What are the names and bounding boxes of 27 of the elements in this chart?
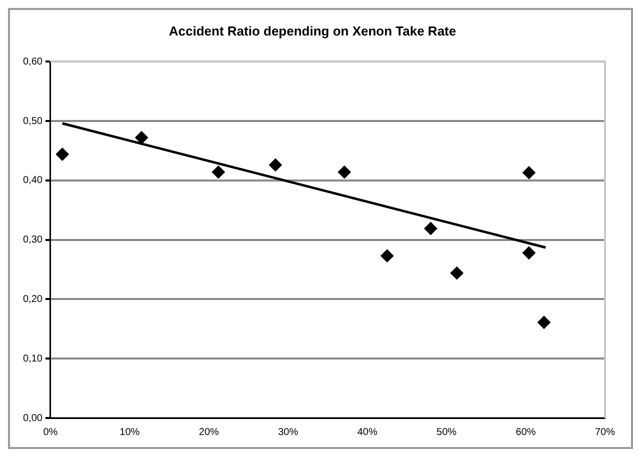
point <box>424 222 438 236</box>
point <box>338 166 351 179</box>
point <box>268 158 282 172</box>
x-tick-label: 0% <box>43 426 58 438</box>
point <box>450 266 464 280</box>
y-tick-label: 0,30 <box>22 234 43 246</box>
y-tick-label: 0,60 <box>22 56 43 68</box>
point <box>212 166 225 179</box>
x-tick-label: 40% <box>357 426 378 438</box>
point <box>522 166 536 180</box>
y-tick-label: 0,20 <box>22 294 43 305</box>
y-tick-label: 0,10 <box>22 353 43 364</box>
point <box>135 131 148 144</box>
y-tick-label: 0,00 <box>22 412 43 424</box>
point <box>56 148 69 161</box>
x-tick-label: 50% <box>436 426 457 438</box>
x-tick-label: 10% <box>120 426 140 438</box>
point <box>522 246 536 260</box>
y-tick-label: 0,40 <box>22 175 43 186</box>
x-tick-label: 60% <box>516 426 536 438</box>
x-tick-label: 70% <box>594 426 616 438</box>
chart-title: Accident Ratio depending on Xenon Take Rate <box>168 23 456 38</box>
x-tick-label: 20% <box>198 426 220 438</box>
point <box>538 316 550 329</box>
point <box>380 249 394 262</box>
x-tick-label: 30% <box>278 426 298 438</box>
y-tick-label: 0,50 <box>22 116 43 127</box>
